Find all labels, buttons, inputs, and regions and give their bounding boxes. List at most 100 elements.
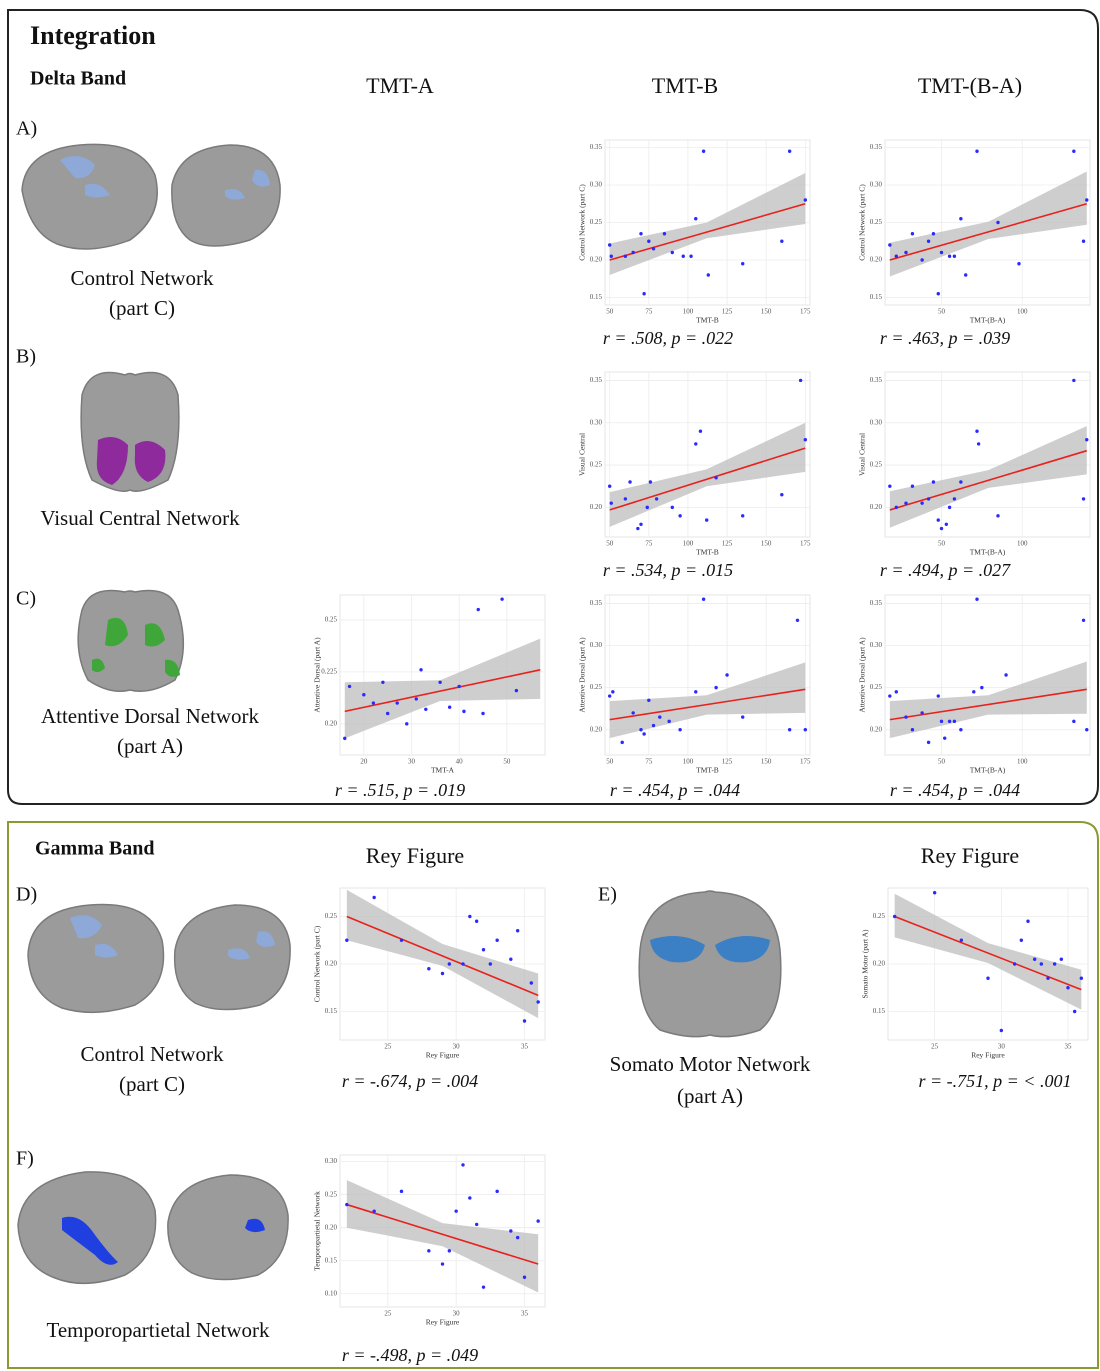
y-tick-label: 0.20 xyxy=(873,960,886,968)
x-tick-label: 75 xyxy=(645,758,653,766)
data-point xyxy=(980,686,983,689)
data-point xyxy=(1053,962,1056,965)
data-point xyxy=(927,497,930,500)
column-header: TMT-(B-A) xyxy=(918,73,1022,98)
data-point xyxy=(621,741,624,744)
data-point xyxy=(959,217,962,220)
x-tick-label: 75 xyxy=(645,308,653,316)
data-point xyxy=(796,619,799,622)
data-point xyxy=(953,497,956,500)
data-point xyxy=(694,690,697,693)
data-point xyxy=(1082,497,1085,500)
x-tick-label: 100 xyxy=(1017,758,1028,766)
y-axis-label: Attentive Dorsal (part A) xyxy=(313,637,322,713)
y-tick-label: 0.25 xyxy=(590,218,603,226)
y-axis-label: Visual Central xyxy=(858,433,867,476)
data-point xyxy=(516,1236,519,1239)
x-tick-label: 30 xyxy=(453,1310,461,1318)
data-point xyxy=(788,150,791,153)
data-point xyxy=(937,518,940,521)
x-tick-label: 50 xyxy=(503,758,511,766)
data-point xyxy=(646,506,649,509)
data-point xyxy=(372,1209,375,1212)
y-axis-label: Attentive Dorsal (part A) xyxy=(578,637,587,713)
brain-image xyxy=(22,144,280,249)
x-tick-label: 35 xyxy=(521,1043,529,1051)
data-point xyxy=(608,694,611,697)
figure-title: Integration xyxy=(30,21,156,50)
row-label: C) xyxy=(16,588,36,610)
scatter-plot: 0.150.200.25253035Rey FigureControl Netw… xyxy=(313,888,545,1091)
data-point xyxy=(1013,962,1016,965)
data-point xyxy=(940,251,943,254)
data-point xyxy=(671,251,674,254)
correlation-label: r = .534, p = .015 xyxy=(603,560,733,580)
data-point xyxy=(448,1249,451,1252)
brain-image xyxy=(639,891,781,1037)
y-axis-label: Control Network (part C) xyxy=(313,925,322,1002)
data-point xyxy=(932,480,935,483)
region-caption: Control Network xyxy=(71,266,214,290)
row-label: B) xyxy=(16,346,36,368)
data-point xyxy=(454,1209,457,1212)
data-point xyxy=(438,681,441,684)
x-tick-label: 125 xyxy=(722,540,733,548)
data-point xyxy=(911,728,914,731)
y-tick-label: 0.30 xyxy=(870,641,883,649)
data-point xyxy=(948,720,951,723)
data-point xyxy=(427,967,430,970)
x-tick-label: 100 xyxy=(1017,308,1028,316)
x-axis-label: Rey Figure xyxy=(971,1051,1005,1060)
data-point xyxy=(481,712,484,715)
y-tick-label: 0.25 xyxy=(325,616,338,624)
region-caption: Attentive Dorsal Network xyxy=(41,704,260,728)
y-tick-label: 0.25 xyxy=(590,461,603,469)
y-tick-label: 0.25 xyxy=(590,683,603,691)
data-point xyxy=(509,958,512,961)
data-point xyxy=(652,247,655,250)
data-point xyxy=(396,701,399,704)
data-point xyxy=(482,948,485,951)
data-point xyxy=(424,708,427,711)
data-point xyxy=(975,598,978,601)
x-tick-label: 150 xyxy=(761,758,772,766)
column-header: TMT-A xyxy=(366,73,434,98)
brain-image xyxy=(81,373,179,492)
x-axis-label: TMT-(B-A) xyxy=(970,316,1006,325)
x-tick-label: 50 xyxy=(938,308,946,316)
y-tick-label: 0.35 xyxy=(590,376,603,384)
data-point xyxy=(1046,977,1049,980)
data-point xyxy=(1073,1010,1076,1013)
correlation-label: r = -.751, p = < .001 xyxy=(919,1071,1072,1091)
data-point xyxy=(611,690,614,693)
data-point xyxy=(937,292,940,295)
brain-image xyxy=(78,590,183,691)
scatter-plot: 0.100.150.200.250.30253035Rey FigureTemp… xyxy=(313,1155,545,1365)
x-tick-label: 50 xyxy=(938,758,946,766)
data-point xyxy=(678,514,681,517)
row-label: D) xyxy=(16,884,37,906)
x-tick-label: 175 xyxy=(800,540,811,548)
data-point xyxy=(904,251,907,254)
data-point xyxy=(639,232,642,235)
data-point xyxy=(741,514,744,517)
scatter-plot: 0.150.200.250.300.3550100TMT-(B-A)Contro… xyxy=(858,140,1090,348)
correlation-label: r = .494, p = .027 xyxy=(880,560,1011,580)
data-point xyxy=(678,728,681,731)
x-tick-label: 25 xyxy=(931,1043,939,1051)
data-point xyxy=(937,694,940,697)
data-point xyxy=(362,693,365,696)
data-point xyxy=(624,497,627,500)
data-point xyxy=(448,962,451,965)
y-axis-label: Control Network (part C) xyxy=(578,184,587,261)
region-caption: Control Network xyxy=(81,1042,224,1066)
region-caption: (part C) xyxy=(109,296,175,320)
data-point xyxy=(975,430,978,433)
data-point xyxy=(799,379,802,382)
x-axis-label: TMT-A xyxy=(431,766,455,775)
x-axis-label: TMT-(B-A) xyxy=(970,548,1006,557)
region-caption: Somato Motor Network xyxy=(610,1052,811,1076)
y-tick-label: 0.15 xyxy=(590,293,603,301)
data-point xyxy=(495,939,498,942)
